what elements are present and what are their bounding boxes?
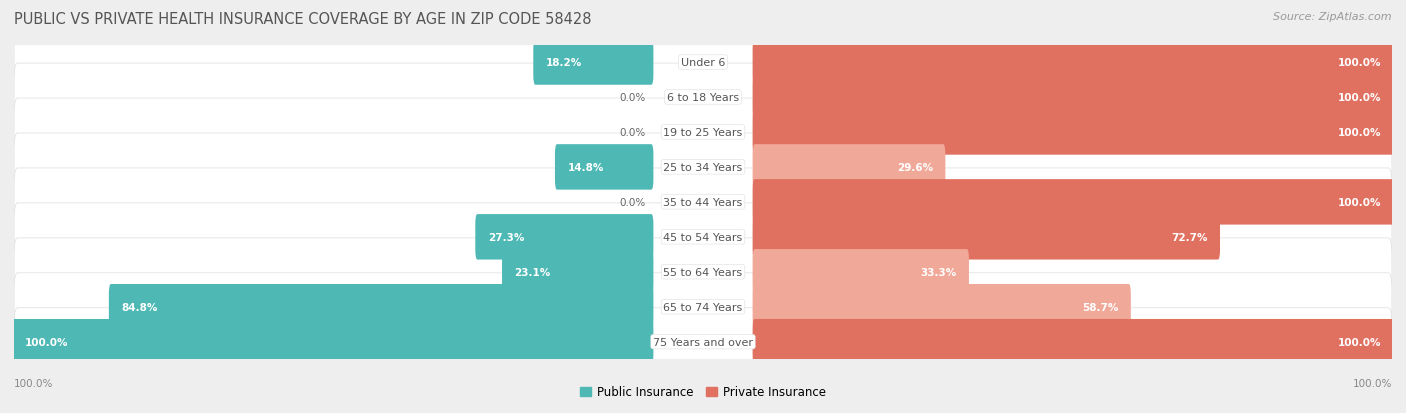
FancyBboxPatch shape <box>108 284 654 330</box>
Text: 23.1%: 23.1% <box>515 267 551 277</box>
Text: 55 to 64 Years: 55 to 64 Years <box>664 267 742 277</box>
Text: 100.0%: 100.0% <box>1339 128 1382 138</box>
FancyBboxPatch shape <box>14 99 1392 166</box>
FancyBboxPatch shape <box>475 215 654 260</box>
Text: 65 to 74 Years: 65 to 74 Years <box>664 302 742 312</box>
FancyBboxPatch shape <box>14 134 1392 201</box>
FancyBboxPatch shape <box>14 308 1392 376</box>
FancyBboxPatch shape <box>752 145 945 190</box>
FancyBboxPatch shape <box>752 180 1393 225</box>
FancyBboxPatch shape <box>752 40 1393 85</box>
FancyBboxPatch shape <box>533 40 654 85</box>
Text: 100.0%: 100.0% <box>24 337 67 347</box>
FancyBboxPatch shape <box>752 249 969 295</box>
Text: 100.0%: 100.0% <box>1353 378 1392 388</box>
FancyBboxPatch shape <box>555 145 654 190</box>
Text: 58.7%: 58.7% <box>1083 302 1118 312</box>
Text: Source: ZipAtlas.com: Source: ZipAtlas.com <box>1274 12 1392 22</box>
FancyBboxPatch shape <box>752 110 1393 155</box>
Text: 27.3%: 27.3% <box>488 232 524 242</box>
Text: 18.2%: 18.2% <box>546 58 582 68</box>
FancyBboxPatch shape <box>14 204 1392 271</box>
Text: 45 to 54 Years: 45 to 54 Years <box>664 232 742 242</box>
Text: 35 to 44 Years: 35 to 44 Years <box>664 197 742 207</box>
Text: 14.8%: 14.8% <box>568 162 603 173</box>
FancyBboxPatch shape <box>752 215 1220 260</box>
Text: 0.0%: 0.0% <box>620 197 645 207</box>
Text: 100.0%: 100.0% <box>1339 337 1382 347</box>
Text: 100.0%: 100.0% <box>1339 197 1382 207</box>
FancyBboxPatch shape <box>502 249 654 295</box>
Text: 72.7%: 72.7% <box>1171 232 1208 242</box>
Legend: Public Insurance, Private Insurance: Public Insurance, Private Insurance <box>575 381 831 403</box>
Text: 100.0%: 100.0% <box>1339 93 1382 103</box>
Text: 19 to 25 Years: 19 to 25 Years <box>664 128 742 138</box>
Text: 84.8%: 84.8% <box>121 302 157 312</box>
FancyBboxPatch shape <box>752 284 1130 330</box>
FancyBboxPatch shape <box>752 75 1393 121</box>
Text: 33.3%: 33.3% <box>921 267 956 277</box>
Text: 0.0%: 0.0% <box>620 93 645 103</box>
Text: 0.0%: 0.0% <box>620 128 645 138</box>
FancyBboxPatch shape <box>14 273 1392 341</box>
FancyBboxPatch shape <box>13 319 654 365</box>
FancyBboxPatch shape <box>14 64 1392 132</box>
Text: 25 to 34 Years: 25 to 34 Years <box>664 162 742 173</box>
Text: 29.6%: 29.6% <box>897 162 934 173</box>
FancyBboxPatch shape <box>14 238 1392 306</box>
FancyBboxPatch shape <box>14 169 1392 236</box>
Text: 100.0%: 100.0% <box>14 378 53 388</box>
Text: 6 to 18 Years: 6 to 18 Years <box>666 93 740 103</box>
FancyBboxPatch shape <box>14 29 1392 97</box>
FancyBboxPatch shape <box>752 319 1393 365</box>
Text: 100.0%: 100.0% <box>1339 58 1382 68</box>
Text: Under 6: Under 6 <box>681 58 725 68</box>
Text: PUBLIC VS PRIVATE HEALTH INSURANCE COVERAGE BY AGE IN ZIP CODE 58428: PUBLIC VS PRIVATE HEALTH INSURANCE COVER… <box>14 12 592 27</box>
Text: 75 Years and over: 75 Years and over <box>652 337 754 347</box>
